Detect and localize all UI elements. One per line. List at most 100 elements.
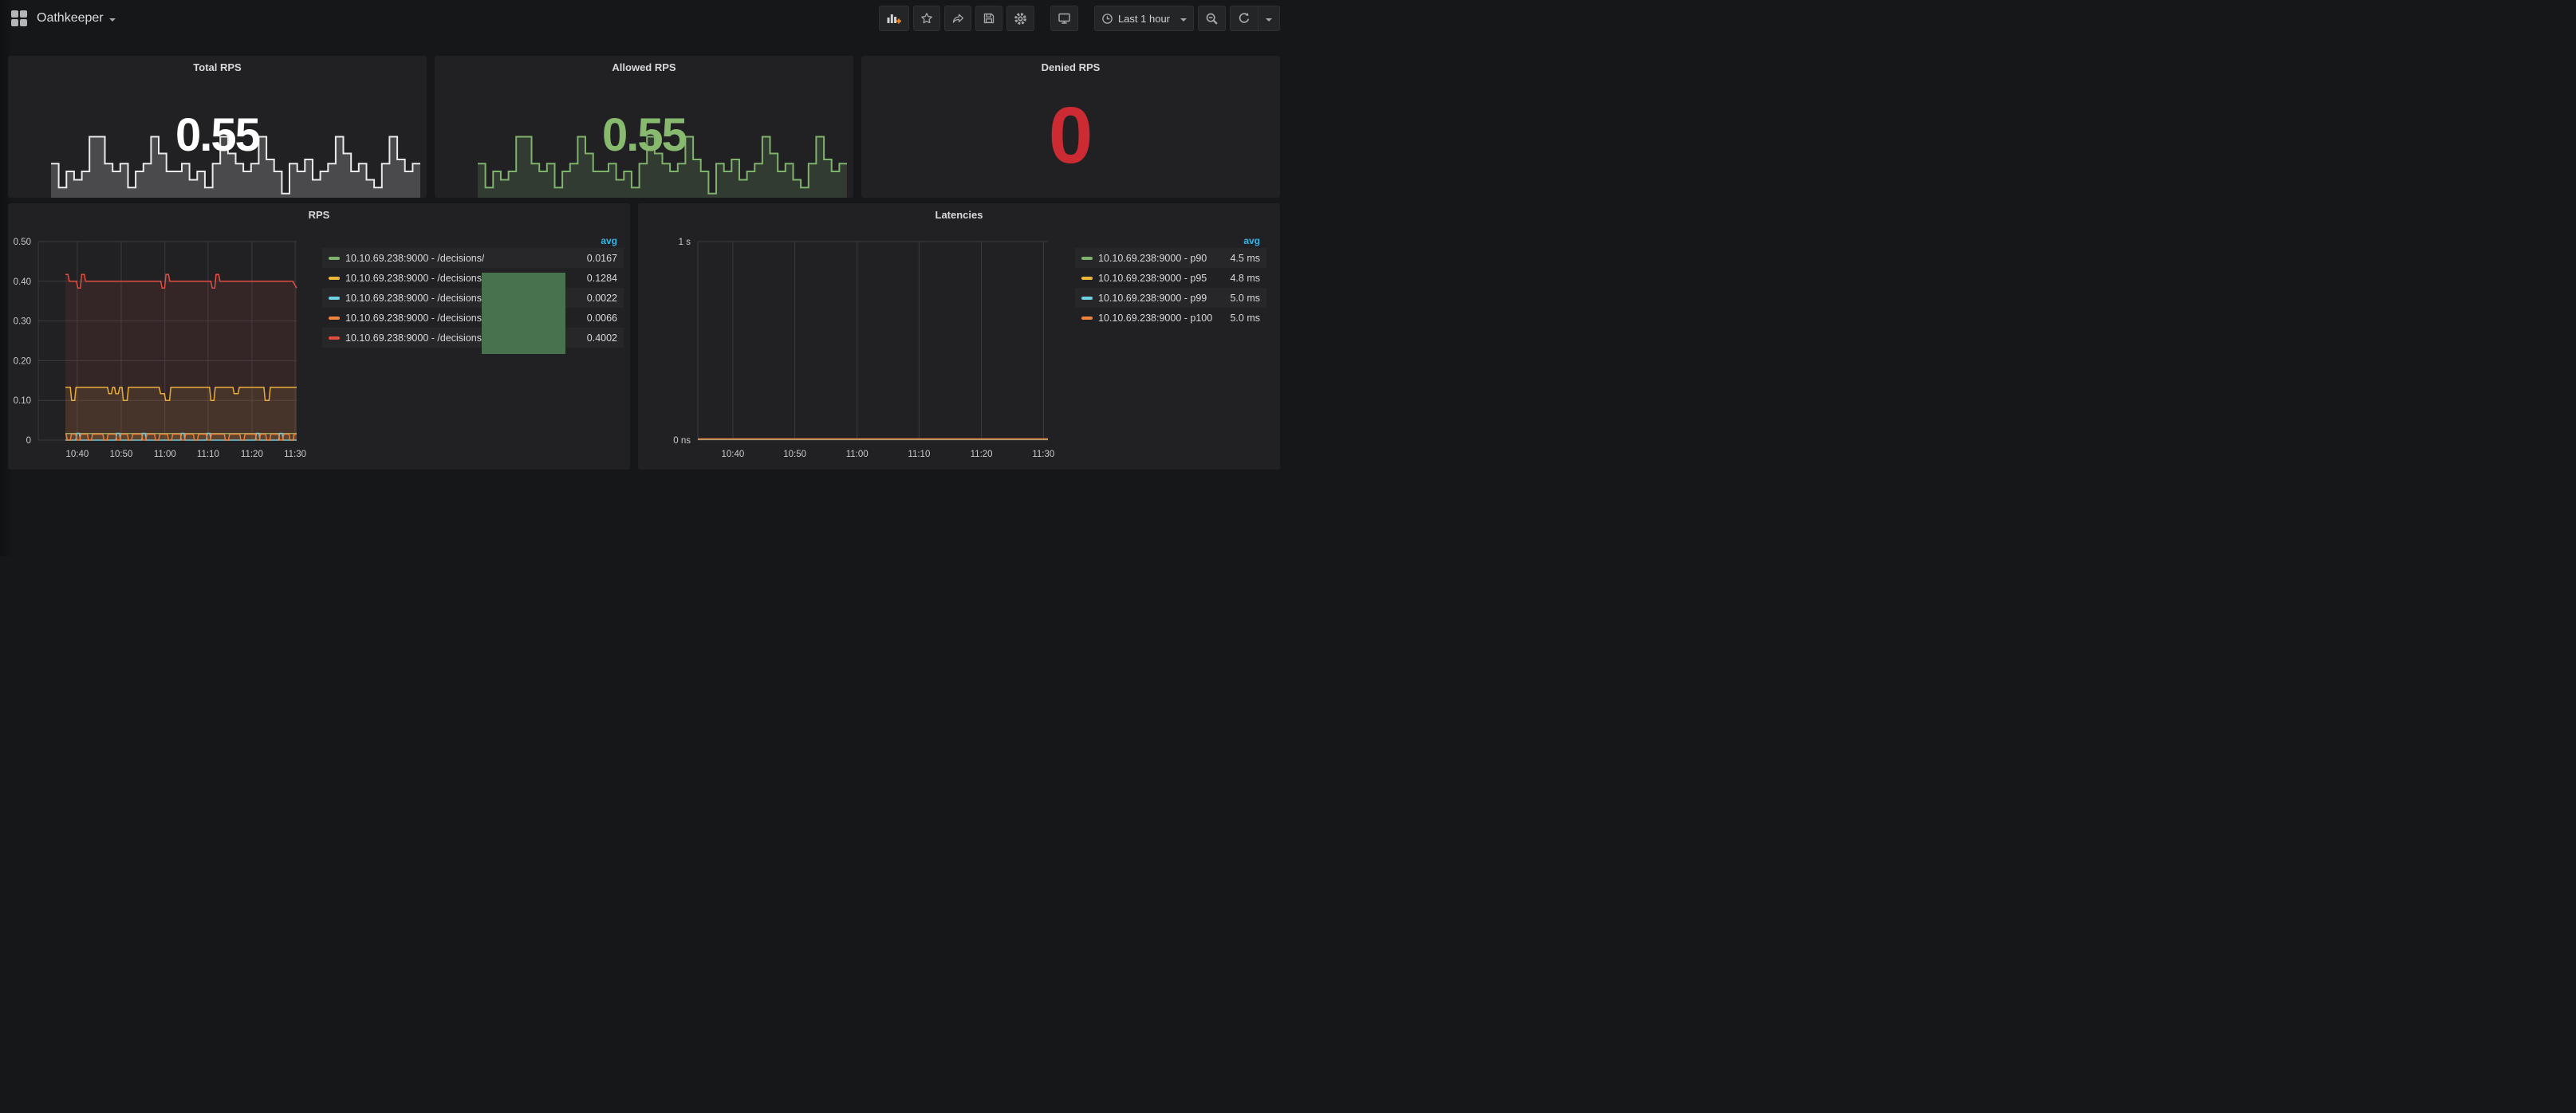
series-color-swatch[interactable] <box>1081 256 1093 260</box>
x-tick-label: 10:50 <box>110 450 133 459</box>
navbar: Oathkeeper <box>0 0 1288 37</box>
series-label: 10.10.69.238:9000 - p99 <box>1098 292 1207 304</box>
x-tick-label: 11:20 <box>241 450 263 459</box>
latencies-chart[interactable]: 1 s 0 ns 10:40 10:50 11:00 11:10 11:20 11:30 <box>638 203 1280 470</box>
legend-row[interactable]: 10.10.69.238:9000 - /decisions/ 0.4002 <box>322 328 624 348</box>
panel-title[interactable]: RPS <box>308 209 330 221</box>
series-label: 10.10.69.238:9000 - /decisions/ <box>345 272 485 284</box>
series-label: 10.10.69.238:9000 - /decisions/ <box>345 312 485 324</box>
series-color-swatch[interactable] <box>329 296 340 300</box>
series-label: 10.10.69.238:9000 - p100 <box>1098 312 1213 324</box>
panel-rps-graph: 0.50 0.40 0.30 0.20 0.10 0 10:40 10:50 11:00 11:1… <box>8 203 630 470</box>
series-avg-value: 0.0022 <box>586 292 617 304</box>
series-color-swatch[interactable] <box>1081 276 1093 280</box>
latencies-legend: avg 10.10.69.238:9000 - p90 4.5 ms 10.10… <box>1075 235 1266 328</box>
series-avg-value: 0.4002 <box>586 332 617 344</box>
zoom-out-icon <box>1206 13 1218 25</box>
panel-allowed-rps: Allowed RPS 0.55 <box>435 56 853 198</box>
tv-mode-button[interactable] <box>1050 6 1078 31</box>
denied-rps-value: 0 <box>1048 90 1093 180</box>
panel-latencies-graph: 1 s 0 ns 10:40 10:50 11:00 11:10 11:20 11:30 La… <box>638 203 1280 470</box>
legend-row[interactable]: 10.10.69.238:9000 - p90 4.5 ms <box>1075 248 1266 268</box>
series-color-swatch[interactable] <box>1081 316 1093 320</box>
clock-icon <box>1102 13 1113 24</box>
y-tick-label: 0.30 <box>14 317 31 327</box>
y-tick-label: 0.20 <box>14 356 31 366</box>
grid-icon[interactable] <box>11 10 27 26</box>
settings-button[interactable] <box>1006 6 1034 31</box>
chevron-down-icon <box>1180 18 1187 22</box>
monitor-icon <box>1058 13 1070 24</box>
x-tick-label: 10:40 <box>722 450 745 459</box>
star-icon <box>921 13 932 24</box>
panel-title[interactable]: Latencies <box>935 209 983 221</box>
rps-legend: avg 10.10.69.238:9000 - /decisions/ 0.01… <box>322 235 624 348</box>
series-label: 10.10.69.238:9000 - /decisions/ <box>345 332 485 344</box>
total-rps-value: 0.55 <box>175 108 261 161</box>
panel-total-rps: Total RPS 0.55 <box>8 56 427 198</box>
series-avg-value: 4.8 ms <box>1230 272 1260 284</box>
save-icon <box>983 13 995 24</box>
green-overlay <box>482 273 565 354</box>
allowed-rps-sparkline <box>478 134 847 198</box>
x-tick-label: 11:00 <box>154 450 176 459</box>
x-tick-label: 11:10 <box>197 450 219 459</box>
share-button[interactable] <box>943 6 971 31</box>
allowed-rps-value: 0.55 <box>602 108 687 161</box>
gear-icon <box>1014 12 1026 25</box>
y-tick-label: 0 ns <box>673 436 691 446</box>
x-tick-label: 10:50 <box>783 450 806 459</box>
series-avg-value: 5.0 ms <box>1230 292 1260 304</box>
series-label: 10.10.69.238:9000 - p95 <box>1098 272 1207 284</box>
x-tick-label: 10:40 <box>66 450 89 459</box>
series-avg-value: 4.5 ms <box>1230 252 1260 264</box>
y-tick-label: 0.10 <box>14 396 31 406</box>
dashboard-title: Oathkeeper <box>37 11 104 25</box>
legend-row[interactable]: 10.10.69.238:9000 - /decisions/ 0.0167 <box>322 248 624 268</box>
add-panel-button[interactable] <box>878 6 909 31</box>
x-tick-label: 11:30 <box>1032 450 1054 459</box>
series-color-swatch[interactable] <box>329 276 340 280</box>
navbar-actions: Last 1 hour <box>878 6 1280 31</box>
star-button[interactable] <box>912 6 940 31</box>
panel-title[interactable]: Denied RPS <box>1041 61 1101 73</box>
refresh-button[interactable] <box>1231 6 1258 30</box>
save-button[interactable] <box>975 6 1002 31</box>
legend-row[interactable]: 10.10.69.238:9000 - /decisions/ 0.0022 <box>322 288 624 308</box>
legend-row[interactable]: 10.10.69.238:9000 - p99 5.0 ms <box>1075 288 1266 308</box>
series-color-swatch[interactable] <box>329 316 340 320</box>
series-avg-value: 0.0066 <box>586 312 617 324</box>
dashboard-title-dropdown[interactable]: Oathkeeper <box>37 11 116 26</box>
y-tick-label: 0.40 <box>14 277 31 287</box>
x-tick-label: 11:30 <box>284 450 306 459</box>
legend-row[interactable]: 10.10.69.238:9000 - /decisions/ 0.1284 <box>322 268 624 288</box>
refresh-icon <box>1239 13 1250 23</box>
series-avg-value: 0.0167 <box>586 252 617 264</box>
legend-row[interactable]: 10.10.69.238:9000 - /decisions/ 0.0066 <box>322 308 624 328</box>
series-label: 10.10.69.238:9000 - /decisions/ <box>345 252 485 264</box>
legend-row[interactable]: 10.10.69.238:9000 - p95 4.8 ms <box>1075 268 1266 288</box>
chevron-down-icon <box>108 18 116 22</box>
rps-chart[interactable]: 0.50 0.40 0.30 0.20 0.10 0 10:40 10:50 11:00 11:1… <box>8 203 630 470</box>
time-range-picker[interactable]: Last 1 hour <box>1093 6 1194 31</box>
series-avg-value: 0.1284 <box>586 272 617 284</box>
refresh-button-group <box>1230 6 1280 31</box>
series-color-swatch[interactable] <box>1081 296 1093 300</box>
panel-title[interactable]: Allowed RPS <box>612 61 676 73</box>
legend-avg-header[interactable]: avg <box>601 235 617 246</box>
refresh-interval-dropdown[interactable] <box>1258 6 1279 30</box>
y-tick-label: 0.50 <box>14 238 31 247</box>
legend-avg-header[interactable]: avg <box>1243 235 1260 246</box>
x-tick-label: 11:20 <box>971 450 993 459</box>
series-color-swatch[interactable] <box>329 336 340 340</box>
series-label: 10.10.69.238:9000 - p90 <box>1098 252 1207 264</box>
series-color-swatch[interactable] <box>329 256 340 260</box>
legend-row[interactable]: 10.10.69.238:9000 - p100 5.0 ms <box>1075 308 1266 328</box>
zoom-out-button[interactable] <box>1198 6 1226 31</box>
time-range-label: Last 1 hour <box>1117 12 1170 25</box>
series-label: 10.10.69.238:9000 - /decisions/ <box>345 292 485 304</box>
panel-title[interactable]: Total RPS <box>193 61 242 73</box>
panel-denied-rps: Denied RPS 0 <box>861 56 1280 198</box>
add-panel-icon <box>887 14 901 24</box>
x-tick-label: 11:00 <box>846 450 869 459</box>
